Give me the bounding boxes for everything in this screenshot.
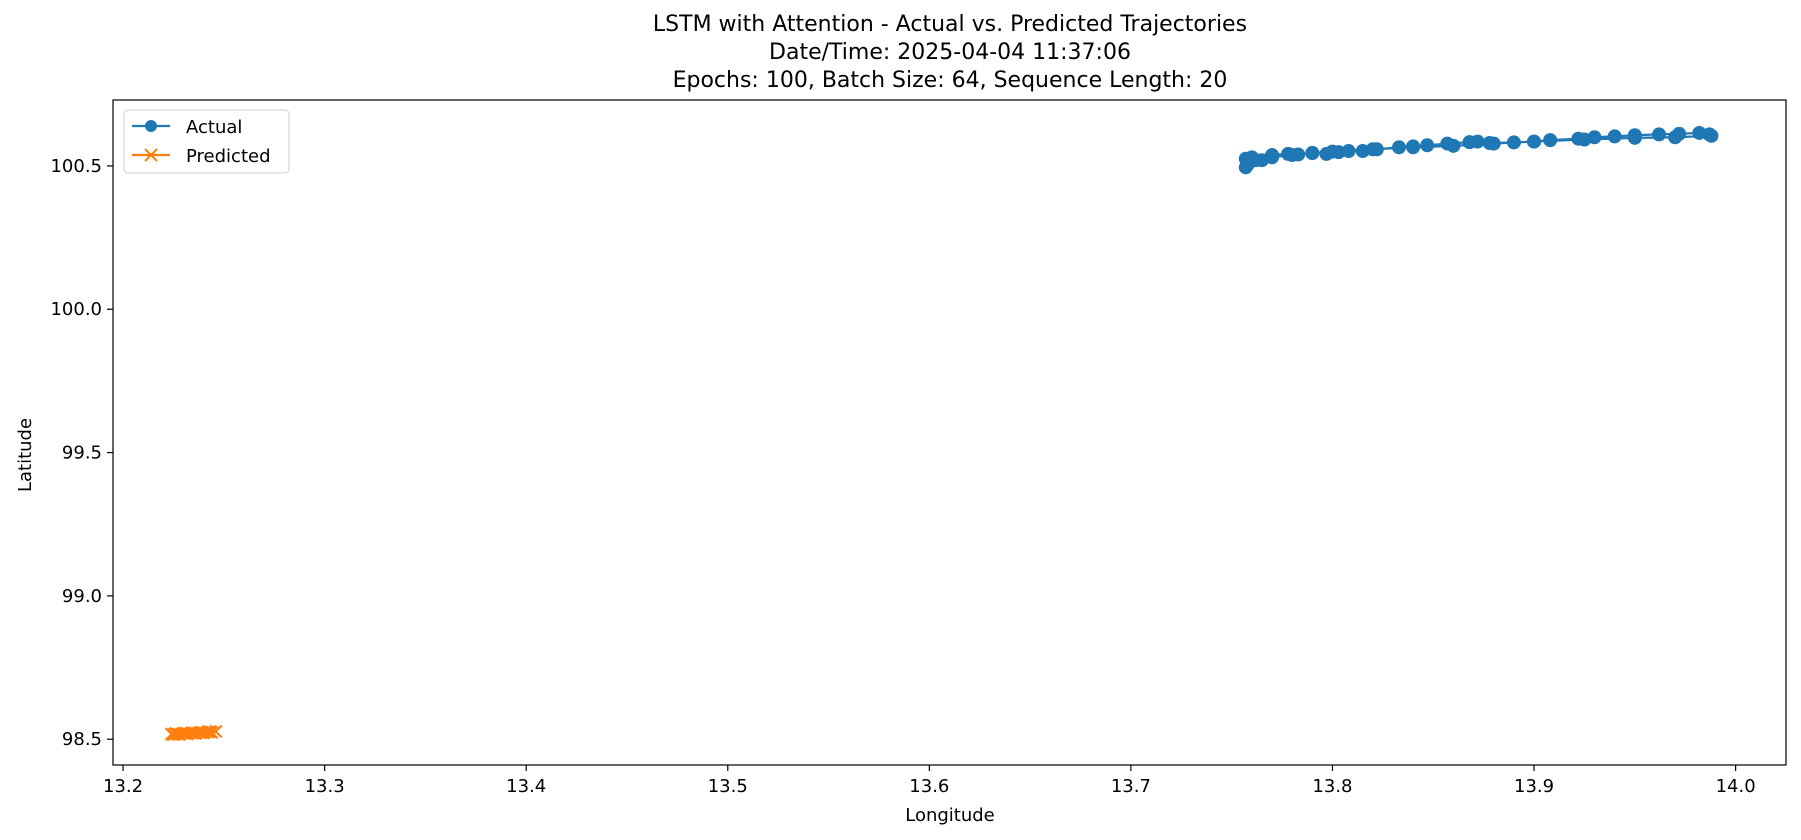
actual-point [1527, 134, 1542, 149]
actual-point [1470, 134, 1485, 149]
legend-predicted-marker [144, 148, 158, 162]
legend-actual-marker [145, 120, 157, 132]
legend: Actual Predicted [123, 109, 290, 174]
actual-point [1391, 140, 1406, 155]
actual-point [1627, 130, 1642, 145]
chart-title-line-3: Epochs: 100, Batch Size: 64, Sequence Le… [673, 68, 1228, 93]
actual-point [1406, 140, 1421, 155]
x-tick-label: 13.3 [305, 776, 345, 797]
actual-point [1365, 142, 1380, 157]
chart-title-line-2: Date/Time: 2025-04-04 11:37:06 [769, 40, 1131, 65]
predicted-point [205, 725, 219, 740]
x-tick-label: 14.0 [1716, 776, 1756, 797]
x-tick-label: 13.7 [1111, 776, 1151, 797]
legend-predicted-label: Predicted [186, 146, 271, 167]
x-axis-label: Longitude [905, 805, 995, 826]
actual-point [1486, 136, 1501, 151]
actual-point [1704, 128, 1719, 143]
y-axis-label: Latitude [15, 418, 36, 492]
actual-point [1238, 160, 1253, 175]
chart-title-line-1: LSTM with Attention - Actual vs. Predict… [653, 12, 1247, 37]
actual-point [1668, 130, 1683, 145]
actual-point [1420, 138, 1435, 153]
actual-point [1341, 144, 1356, 159]
actual-point [1305, 146, 1320, 161]
x-tick-label: 13.5 [708, 776, 748, 797]
x-tick-label: 13.6 [909, 776, 949, 797]
actual-point [1325, 144, 1340, 159]
axes: 13.2 13.3 13.4 13.5 13.6 13.7 13.8 13.9 14.0 98.5… [50, 99, 1787, 797]
x-tick-label: 13.9 [1514, 776, 1554, 797]
axes-frame [112, 99, 1787, 766]
actual-point [1265, 150, 1280, 165]
actual-point [1652, 127, 1667, 142]
x-tick-label: 13.8 [1312, 776, 1352, 797]
plot-area [164, 125, 1719, 742]
legend-actual-label: Actual [186, 117, 242, 138]
y-tick-label: 98.5 [62, 729, 102, 750]
y-tick-label: 100.0 [50, 299, 102, 320]
x-tick-label: 13.2 [103, 776, 143, 797]
actual-point [1607, 129, 1622, 144]
y-tick-label: 99.5 [62, 443, 102, 464]
actual-point [1543, 133, 1558, 148]
actual-point [1446, 138, 1461, 153]
predicted-point [209, 724, 223, 739]
actual-point [1285, 148, 1300, 163]
y-tick-label: 99.0 [62, 586, 102, 607]
predicted-point [170, 727, 185, 741]
actual-point [1577, 132, 1592, 147]
x-tick-label: 13.4 [506, 776, 546, 797]
predicted-point [166, 727, 181, 742]
y-tick-label: 100.5 [50, 156, 102, 177]
actual-point [1506, 135, 1521, 150]
